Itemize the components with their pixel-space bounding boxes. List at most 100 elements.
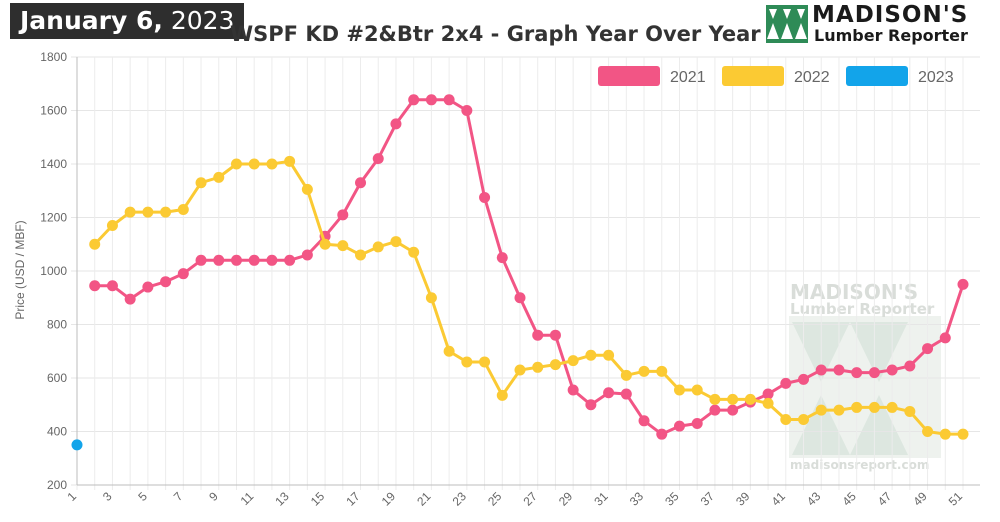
series-2021-point xyxy=(443,94,455,106)
legend-label-2021: 2021 xyxy=(670,69,706,86)
legend: 2021 2022 2023 xyxy=(598,66,954,86)
series-2021-point xyxy=(957,278,969,290)
series-2021-point xyxy=(603,387,615,399)
series-2021-point xyxy=(479,191,491,203)
series-2021-point xyxy=(939,332,951,344)
x-tick-label: 29 xyxy=(556,489,576,509)
series-2021-point xyxy=(266,254,278,266)
series-2022-point xyxy=(922,426,934,437)
series-2021-point xyxy=(124,293,136,305)
series-2023-point xyxy=(71,439,83,451)
series-2022-point xyxy=(656,365,668,377)
series-2021-point xyxy=(461,105,473,116)
series-2022-point xyxy=(89,238,101,250)
logo-mark-icon xyxy=(766,5,808,43)
series-2022-point xyxy=(284,155,296,167)
series-2021-point xyxy=(691,417,703,429)
x-tick-label: 39 xyxy=(733,489,753,509)
series-2022-point xyxy=(408,246,420,258)
x-tick-label: 43 xyxy=(804,489,824,509)
y-tick-label: 200 xyxy=(47,478,67,492)
series-2022-point xyxy=(160,206,172,218)
series-2022-point xyxy=(213,171,225,183)
series-group xyxy=(71,94,969,451)
series-2022-point xyxy=(230,158,242,170)
series-2022-point xyxy=(691,384,703,396)
legend-swatch-2021 xyxy=(598,66,660,86)
series-2021-point xyxy=(638,415,650,427)
series-2022-point xyxy=(248,158,260,170)
series-2021-point xyxy=(868,367,880,379)
series-2022-point xyxy=(514,364,526,376)
series-2021-point xyxy=(727,404,739,416)
logo-brand-text: MADISON'S xyxy=(812,2,969,28)
y-tick-label: 600 xyxy=(47,371,67,385)
y-tick-label: 1600 xyxy=(40,104,67,118)
x-tick-label: 19 xyxy=(379,489,399,509)
x-tick-label: 27 xyxy=(520,489,540,509)
series-2021-point xyxy=(851,367,863,379)
series-2021-point xyxy=(833,364,845,376)
series-2022-point xyxy=(585,349,597,361)
series-2021-point xyxy=(408,94,420,106)
date-month-day: January 6, xyxy=(20,6,163,35)
x-tick-label: 15 xyxy=(308,489,328,509)
series-2021-point xyxy=(922,343,934,355)
series-2022-point xyxy=(390,236,402,248)
y-tick-label: 1400 xyxy=(40,157,67,171)
x-tick-label: 47 xyxy=(875,489,895,509)
x-tick-label: 45 xyxy=(839,489,859,509)
x-tick-label: 5 xyxy=(135,489,150,504)
series-2022-point xyxy=(337,240,349,252)
x-tick-label: 9 xyxy=(206,489,221,504)
series-2021-point xyxy=(514,292,526,304)
series-2022-point xyxy=(744,393,756,405)
grid xyxy=(71,56,980,490)
series-2022-point xyxy=(549,359,561,371)
series-2021-point xyxy=(89,280,101,292)
series-2022-point xyxy=(939,428,951,440)
series-2022-point xyxy=(957,428,969,440)
series-2022-point xyxy=(815,404,827,416)
series-2021-point xyxy=(160,276,172,288)
series-2022-point xyxy=(603,349,615,361)
series-2021-point xyxy=(798,373,810,385)
series-2022-point xyxy=(425,292,437,304)
legend-swatch-2022 xyxy=(722,66,784,86)
series-2021-point xyxy=(177,268,189,280)
x-tick-label: 11 xyxy=(238,489,257,508)
watermark-sub: Lumber Reporter xyxy=(790,300,935,318)
series-2021-point xyxy=(248,254,260,266)
series-2022-point xyxy=(355,249,367,261)
y-tick-label: 1200 xyxy=(40,211,67,225)
series-2022-point xyxy=(851,401,863,413)
date-badge: January 6, 2023 xyxy=(10,3,245,39)
series-2021-point xyxy=(496,252,508,264)
series-2022-point xyxy=(833,404,845,416)
legend-label-2022: 2022 xyxy=(794,69,830,86)
x-tick-label: 33 xyxy=(627,489,647,509)
x-tick-label: 1 xyxy=(64,489,79,504)
x-tick-label: 3 xyxy=(100,489,115,504)
x-tick-label: 25 xyxy=(485,489,505,509)
series-2022-point xyxy=(620,369,632,381)
x-tick-label: 17 xyxy=(343,489,363,509)
series-2022-point xyxy=(479,356,491,368)
series-2022-point xyxy=(868,401,880,413)
series-2022-point xyxy=(673,384,685,396)
series-2022-point xyxy=(727,393,739,405)
series-2021-point xyxy=(886,364,898,376)
series-2022-point xyxy=(266,158,278,170)
series-2022-point xyxy=(443,345,455,357)
series-2022-point xyxy=(532,361,544,373)
series-2022-point xyxy=(195,177,207,189)
series-2021-point xyxy=(390,118,402,130)
series-2022-point xyxy=(709,393,721,405)
series-2021-point xyxy=(620,388,632,400)
series-2021-point xyxy=(355,177,367,189)
series-2022-point xyxy=(142,206,154,218)
y-tick-label: 400 xyxy=(47,425,67,439)
series-2021-point xyxy=(195,254,207,266)
series-2021-point xyxy=(425,94,437,106)
series-2021-point xyxy=(549,329,561,341)
